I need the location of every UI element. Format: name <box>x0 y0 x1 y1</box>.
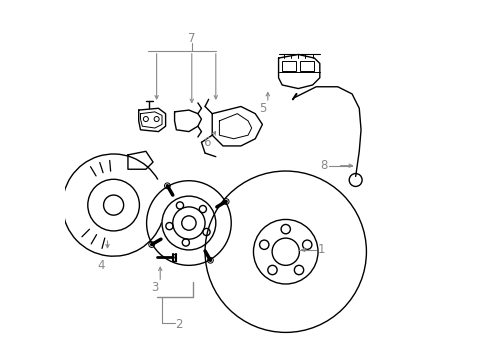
Text: 5: 5 <box>259 102 266 115</box>
Text: 3: 3 <box>151 281 158 294</box>
Text: 7: 7 <box>188 32 195 45</box>
Text: 1: 1 <box>317 243 325 256</box>
Text: 8: 8 <box>320 159 327 172</box>
Text: 6: 6 <box>203 136 210 149</box>
Bar <box>300 60 314 71</box>
Text: 2: 2 <box>175 318 183 331</box>
Text: 4: 4 <box>97 259 104 272</box>
Bar <box>282 60 296 71</box>
